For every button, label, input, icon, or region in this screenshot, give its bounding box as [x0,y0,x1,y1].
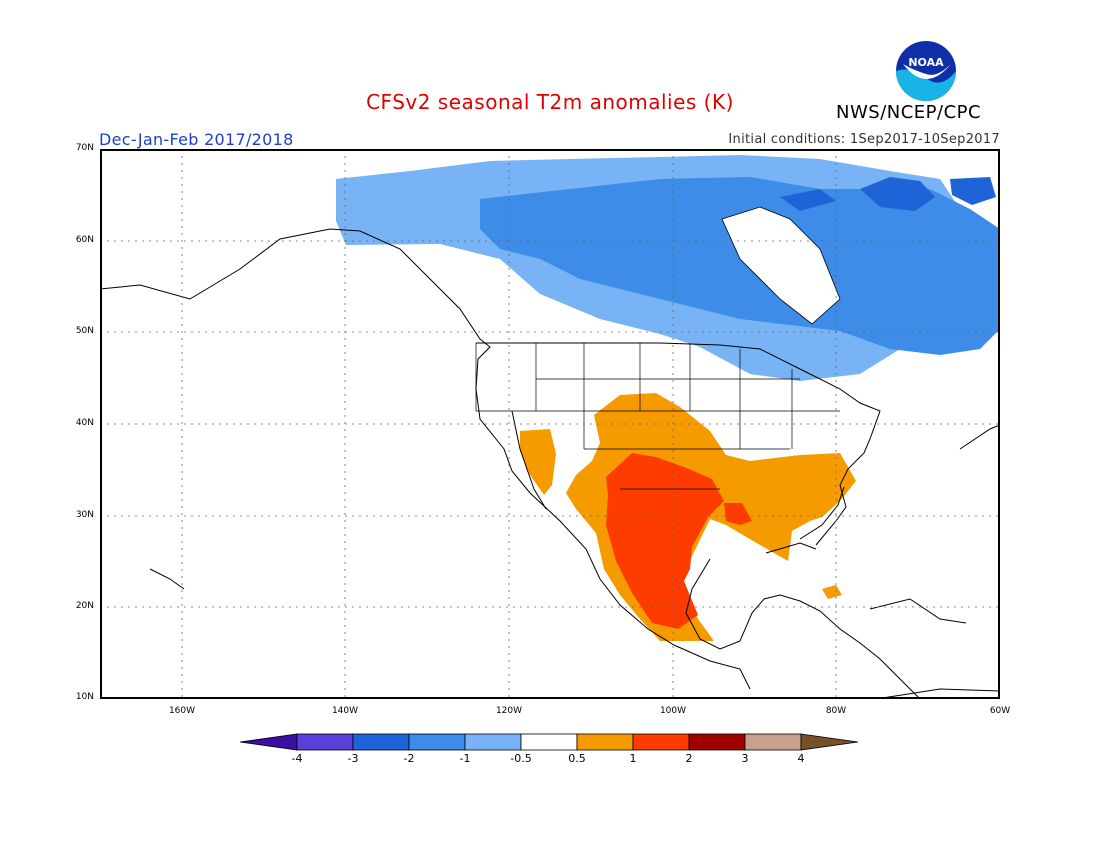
legend-label: 2 [685,752,693,765]
map-canvas [99,149,1001,700]
map-frame [100,149,1000,699]
lon-label-80w: 80W [825,706,847,716]
legend-swatch [744,733,802,751]
legend-label: 4 [797,752,805,765]
political-borders [475,343,840,490]
graticule [100,149,1000,699]
legend-label: 1 [629,752,637,765]
legend-swatch [352,733,410,751]
lon-label-160w: 160W [168,706,196,716]
legend-swatch [632,733,690,751]
lon-label-140w: 140W [331,706,359,716]
legend-label: -4 [291,752,303,765]
warm-anomaly-region [520,393,856,641]
lat-label-20n: 20N [75,601,94,611]
lon-label-60w: 60W [989,706,1011,716]
logo-text: NOAA [908,56,944,69]
legend-swatch [408,733,466,751]
cold-anomaly-region [336,155,1000,381]
color-legend [238,733,862,751]
legend-swatch [520,733,578,751]
legend-swatch-above-max [800,733,859,751]
legend-label: 0.5 [568,752,586,765]
noaa-logo: NOAA [893,38,959,104]
agency-label: NWS/NCEP/CPC [836,102,982,123]
chart-title: CFSv2 seasonal T2m anomalies (K) [366,90,734,114]
legend-label: 3 [741,752,749,765]
legend-swatch-below-min [239,733,298,751]
legend-swatch [464,733,522,751]
legend-label: -2 [403,752,415,765]
legend-swatch [576,733,634,751]
lat-label-30n: 30N [75,510,94,520]
lat-label-70n: 70N [75,143,94,153]
season-label: Dec-Jan-Feb 2017/2018 [99,130,294,149]
legend-swatch [688,733,746,751]
legend-label: -3 [347,752,359,765]
lat-label-40n: 40N [75,418,94,428]
lat-label-10n: 10N [75,692,94,702]
legend-label: -1 [459,752,471,765]
lon-label-120w: 120W [495,706,523,716]
lat-label-60n: 60N [75,235,94,245]
initial-conditions-label: Initial conditions: 1Sep2017-10Sep2017 [728,132,1000,147]
anomaly-map [99,149,1001,700]
lon-label-100w: 100W [659,706,687,716]
legend-swatch [296,733,354,751]
legend-label: -0.5 [510,752,532,765]
lat-label-50n: 50N [75,326,94,336]
